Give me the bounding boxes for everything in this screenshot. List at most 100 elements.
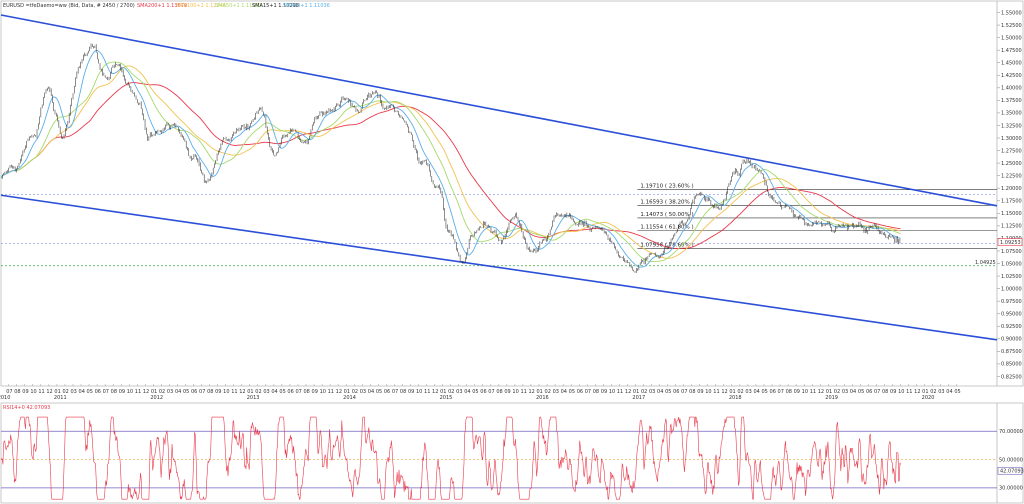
x-month-label: 08 [689, 389, 695, 395]
x-year-label: 2016 [536, 395, 549, 401]
x-month-label: 03 [263, 389, 269, 395]
x-month-label: 07 [295, 389, 301, 395]
x-month-label: 02 [448, 389, 454, 395]
x-month-label: 10 [512, 389, 518, 395]
current-price-label: 1.09253 [1000, 240, 1021, 246]
x-month-label: 10 [898, 389, 904, 395]
x-month-label: 03 [842, 389, 848, 395]
x-month-label: 08 [786, 389, 792, 395]
x-month-label: 03 [553, 389, 559, 395]
x-month-label: 11 [713, 389, 719, 395]
y-tick-label: 1.47500 [1001, 48, 1022, 54]
y-tick-label: 1.25000 [1001, 161, 1022, 167]
x-year-label: 2019 [825, 395, 838, 401]
rsi-tick-label: 70.00000 [999, 429, 1023, 435]
x-month-label: 06 [191, 389, 197, 395]
y-tick-label: 1.02500 [1001, 274, 1022, 280]
chart-header: EURUSD =tfeDaemo=ww (Bid, Data, # 2450 /… [3, 3, 330, 9]
x-month-label: 10 [127, 389, 133, 395]
x-month-label: 12 [721, 389, 727, 395]
x-month-label: 01 [633, 389, 639, 395]
x-month-label: 10 [609, 389, 615, 395]
x-month-label: 03 [456, 389, 462, 395]
rsi-line [0, 416, 901, 500]
x-month-label: 03 [167, 389, 173, 395]
x-month-label: 02 [737, 389, 743, 395]
x-month-label: 06 [866, 389, 872, 395]
rsi-layer [0, 416, 997, 500]
x-month-label: 05 [376, 389, 382, 395]
x-month-label: 06 [770, 389, 776, 395]
x-month-label: 09 [215, 389, 221, 395]
y-tick-label: 1.52500 [1001, 23, 1022, 29]
rsi-tick-label: 30.00000 [999, 486, 1023, 492]
x-month-label: 12 [625, 389, 631, 395]
x-month-label: 12 [239, 389, 245, 395]
x-month-label: 08 [593, 389, 599, 395]
x-month-label: 02 [545, 389, 551, 395]
x-month-label: 11 [617, 389, 623, 395]
green-line-label: 1.04925 [975, 260, 996, 266]
y-tick-label: 1.35000 [1001, 111, 1022, 117]
rsi-tick-label: 50.00000 [999, 457, 1023, 463]
x-month-label: 06 [577, 389, 583, 395]
price-axis-frame [996, 0, 1024, 387]
x-month-label: 06 [384, 389, 390, 395]
x-month-label: 09 [504, 389, 510, 395]
x-month-label: 06 [287, 389, 293, 395]
y-tick-label: 1.45000 [1001, 61, 1022, 67]
x-month-label: 02 [62, 389, 68, 395]
x-year-label: 2020 [922, 395, 935, 401]
x-month-label: 10 [416, 389, 422, 395]
x-month-label: 09 [601, 389, 607, 395]
x-year-label: 2011 [54, 395, 67, 401]
fib-level-label: 1.14073 ( 50.00% ) [640, 212, 693, 218]
y-tick-label: 1.20000 [1001, 186, 1022, 192]
x-month-label: 02 [255, 389, 261, 395]
y-tick-label: 0.90000 [1001, 337, 1022, 343]
x-month-label: 08 [111, 389, 117, 395]
legend-sma200: SMA200+1 1.13679 [137, 3, 187, 9]
x-month-label: 04 [175, 389, 181, 395]
legend-sma100: SMA100+1 1.12345 [176, 3, 226, 9]
y-tick-label: 1.05000 [1001, 261, 1022, 267]
x-month-label: 07 [103, 389, 109, 395]
y-tick-label: 0.87500 [1001, 349, 1022, 355]
x-month-label: 04 [753, 389, 759, 395]
rsi-axis-frame [996, 402, 1024, 504]
x-month-label: 09 [794, 389, 800, 395]
fib-level-label: 1.11554 ( 61.80% ) [640, 225, 693, 231]
y-tick-label: 1.37500 [1001, 98, 1022, 104]
sma100-line [0, 65, 901, 259]
x-month-label: 05 [761, 389, 767, 395]
legend-sma15: SMA15+1 1.10298 [252, 3, 299, 9]
rsi-panel-frame [0, 402, 998, 504]
x-month-label: 04 [850, 389, 856, 395]
x-month-label: 07 [681, 389, 687, 395]
y-tick-label: 1.12500 [1001, 224, 1022, 230]
x-month-label: 06 [480, 389, 486, 395]
x-month-label: 07 [778, 389, 784, 395]
x-month-label: 08 [882, 389, 888, 395]
y-tick-label: 0.97500 [1001, 299, 1022, 305]
x-month-label: 12 [143, 389, 149, 395]
channel-upper-line [0, 14, 998, 207]
legend-sma50: SMA50+1 1.11002 [215, 3, 262, 9]
y-tick-label: 1.27500 [1001, 148, 1022, 154]
x-month-label: 12 [528, 389, 534, 395]
x-month-label: 07 [6, 389, 12, 395]
fib-level-label: 1.16593 ( 38.20% ) [640, 199, 693, 205]
x-month-label: 12 [336, 389, 342, 395]
price-panel-frame [0, 0, 998, 387]
x-year-label: 2013 [247, 395, 260, 401]
legend-sma10: SMA10+1 1.11036 [283, 3, 330, 9]
rsi-legend: RSI14+0 42.07093 [3, 405, 50, 411]
symbol-line: EURUSD =tfeDaemo=ww (Bid, Data, # 2450 /… [3, 3, 135, 9]
x-month-label: 01 [729, 389, 735, 395]
x-month-label: 11 [906, 389, 912, 395]
x-year-label: 2012 [150, 395, 163, 401]
x-month-label: 09 [119, 389, 125, 395]
x-month-label: 11 [135, 389, 141, 395]
x-month-label: 08 [304, 389, 310, 395]
x-month-label: 01 [440, 389, 446, 395]
